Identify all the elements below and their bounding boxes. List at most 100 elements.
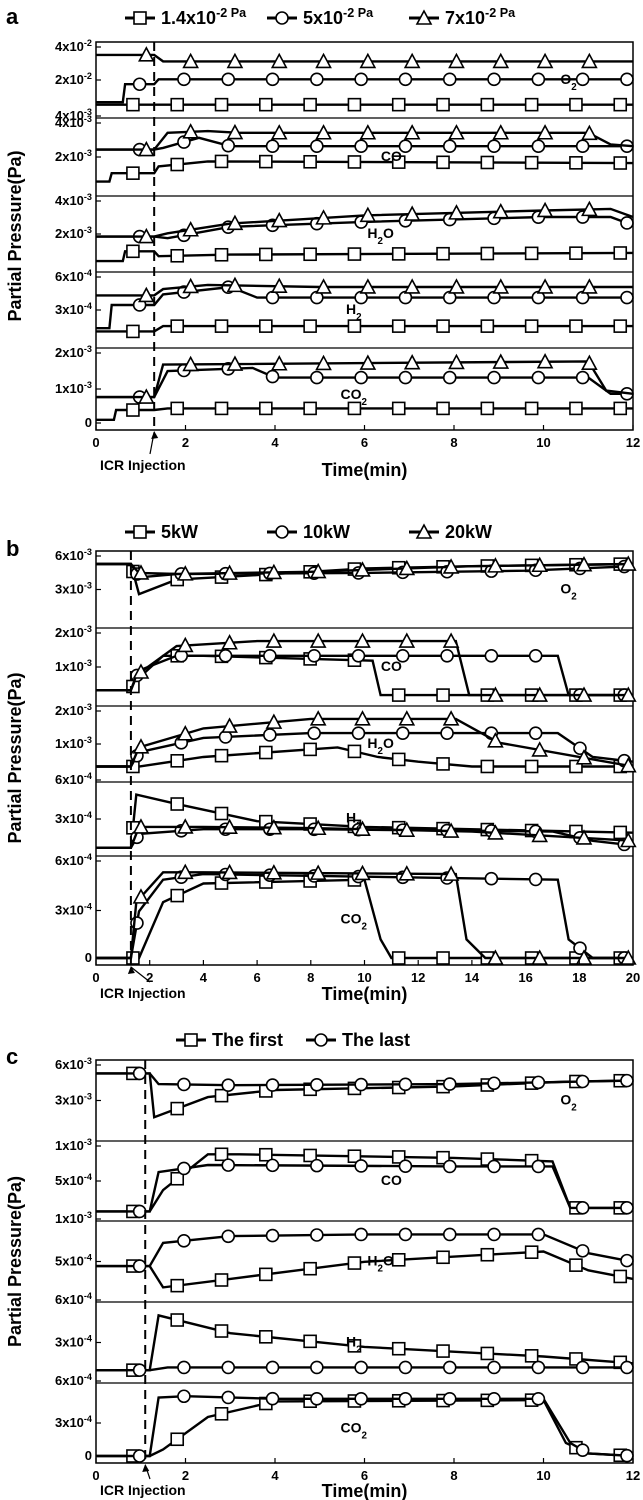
data-point-square	[391, 1341, 406, 1356]
series-line-triangle	[96, 825, 634, 849]
data-point-triangle	[270, 277, 288, 294]
data-point-square	[436, 951, 450, 965]
y-tick-label: 1x10-3	[55, 658, 92, 674]
data-point-triangle	[132, 738, 150, 754]
gas-label: H2O	[367, 225, 394, 247]
data-point-circle	[221, 1078, 236, 1093]
series-line-triangle	[96, 53, 633, 63]
gas-label: H2	[346, 301, 362, 323]
y-tick-label: 6x10-3	[55, 547, 92, 563]
data-point-square	[391, 401, 406, 416]
data-point-triangle	[619, 555, 637, 571]
data-point-square	[259, 247, 273, 262]
data-point-circle	[265, 139, 280, 154]
data-point-square	[347, 319, 362, 333]
data-point-square	[524, 319, 539, 333]
subplot-co2: 3x10-4 0 CO2	[55, 1382, 634, 1463]
data-point-circle	[398, 1159, 413, 1173]
data-point-square	[436, 319, 450, 333]
x-tick-label: 0	[92, 970, 99, 985]
data-point-triangle	[182, 355, 199, 372]
x-tick-label: 12	[626, 1468, 640, 1483]
data-point-circle	[442, 1159, 457, 1174]
legend-label: 10kW	[303, 522, 350, 542]
data-point-triangle	[176, 863, 194, 880]
data-point-triangle	[575, 749, 593, 765]
data-point-square	[170, 1432, 185, 1447]
data-point-square	[569, 156, 583, 170]
data-point-circle	[263, 728, 277, 742]
panel-b: b 5kW 10kW 20kW 6x10-3 3x10-3 O2 2x10-3 1x10-3 CO…	[5, 522, 640, 1004]
data-point-square	[569, 401, 583, 416]
legend: 5kW 10kW 20kW	[125, 522, 492, 542]
gas-label: CO2	[341, 1420, 368, 1442]
data-point-triangle	[536, 52, 554, 69]
data-point-triangle	[575, 829, 593, 845]
y-tick-label: 1x10-3	[55, 1137, 92, 1153]
data-point-triangle	[359, 52, 377, 69]
data-point-triangle	[359, 354, 377, 370]
data-point-circle	[132, 77, 147, 92]
y-tick-label: 6x10-4	[55, 1291, 93, 1307]
data-point-square	[436, 246, 450, 261]
legend-label: The last	[342, 1030, 410, 1050]
subplot-h2: 3x10-4 H2	[55, 781, 637, 852]
data-point-circle	[528, 872, 543, 887]
series-line-square	[96, 160, 634, 183]
data-point-circle	[221, 1360, 236, 1375]
data-point-circle	[221, 1158, 236, 1172]
subplot-h2o: 4x10-3 2x10-3 H2O	[55, 192, 634, 263]
subplot-h2: 3x10-4 6x10-4 H2	[55, 1301, 634, 1388]
data-point-square	[214, 247, 229, 262]
y-tick-label: 4x10-2	[55, 38, 92, 54]
data-point-circle	[177, 1234, 191, 1248]
data-point-square	[524, 401, 539, 416]
data-point-triangle	[226, 52, 244, 69]
data-point-circle	[531, 1159, 546, 1174]
data-point-circle	[351, 649, 366, 663]
data-point-square	[214, 1324, 229, 1338]
data-point-circle	[487, 1227, 501, 1242]
data-point-circle	[132, 1363, 147, 1377]
subplot-co2: 6x10-4 3x10-4 0 CO2	[55, 852, 637, 965]
data-point-square	[613, 156, 628, 170]
data-point-triangle	[132, 564, 150, 580]
data-point-circle	[265, 1391, 280, 1406]
data-point-square	[524, 1349, 539, 1363]
subplot-o2: 6x10-3 3x10-3 O2	[55, 547, 637, 602]
y-tick-label: 4x10-3	[55, 192, 92, 208]
subplot-co2: 2x10-3 1x10-3 0 CO2	[55, 344, 634, 430]
data-point-triangle	[270, 211, 288, 228]
data-point-square	[126, 244, 140, 259]
x-tick-label: 12	[411, 970, 425, 985]
data-point-circle	[575, 1244, 590, 1258]
x-tick-label: 2	[182, 435, 189, 450]
data-point-triangle	[448, 353, 465, 370]
data-point-circle	[442, 1391, 457, 1406]
data-point-circle	[132, 1449, 147, 1463]
data-point-square	[480, 1247, 495, 1262]
data-point-triangle	[619, 831, 637, 848]
data-point-square	[436, 688, 450, 702]
data-point-square	[170, 401, 185, 416]
data-point-square	[569, 319, 583, 333]
data-point-circle	[263, 649, 277, 663]
x-tick-label: 6	[361, 435, 368, 450]
data-point-circle	[265, 1158, 280, 1173]
series-line-triangle	[96, 717, 634, 768]
data-point-square	[303, 154, 317, 169]
data-point-circle	[265, 1078, 280, 1092]
data-point-circle	[221, 138, 236, 153]
data-point-square	[214, 319, 229, 333]
gas-label: CO	[381, 1172, 402, 1188]
data-point-square	[259, 319, 273, 333]
data-point-triangle	[448, 124, 465, 140]
legend-label: The first	[212, 1030, 283, 1050]
data-point-triangle	[398, 632, 416, 648]
legend-label: 20kW	[445, 522, 492, 542]
data-point-circle	[310, 1391, 324, 1406]
data-point-circle	[487, 370, 501, 385]
data-point-triangle	[581, 200, 598, 217]
data-point-triangle	[226, 355, 244, 371]
data-point-square	[259, 154, 273, 169]
